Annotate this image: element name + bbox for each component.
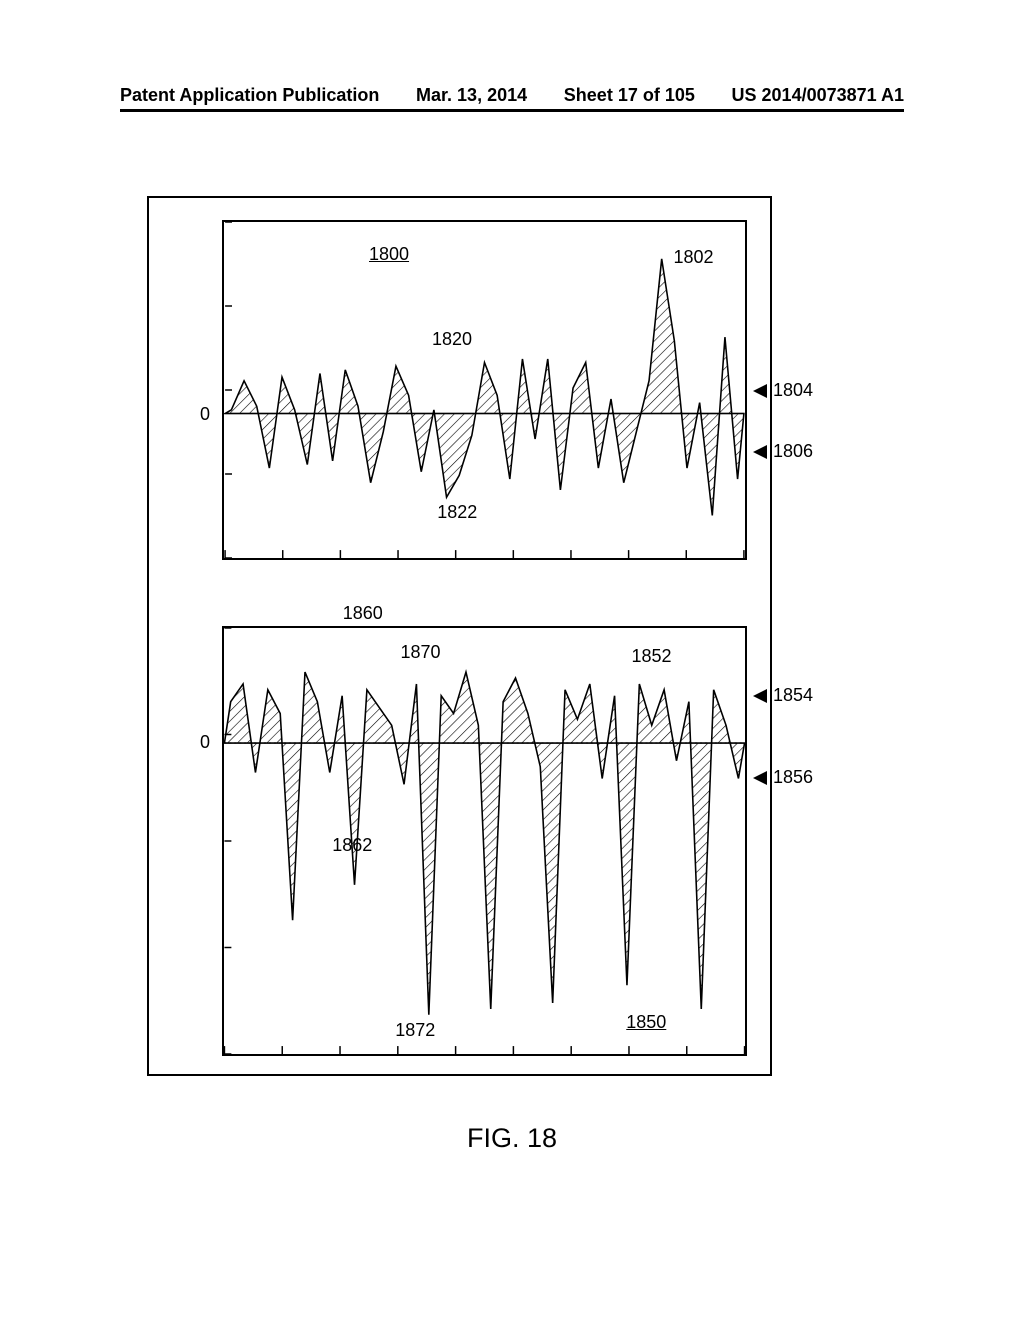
waveform-plot [224, 222, 745, 558]
waveform-fill [224, 672, 744, 1015]
reference-numeral-1872: 1872 [395, 1020, 435, 1041]
reference-numeral-1862: 1862 [332, 835, 372, 856]
publication-date: Mar. 13, 2014 [416, 85, 527, 106]
panel-1850 [222, 626, 747, 1056]
axis-label-zero-bottom: 0 [200, 732, 210, 753]
axis-label-zero-top: 0 [200, 404, 210, 425]
leader-arrow-icon [753, 771, 767, 785]
reference-numeral-1802: 1802 [674, 247, 714, 268]
reference-numeral-1822: 1822 [437, 502, 477, 523]
waveform-fill [225, 259, 744, 516]
page: Patent Application Publication Mar. 13, … [0, 0, 1024, 1320]
waveform-plot [224, 628, 745, 1054]
sheet-info: Sheet 17 of 105 [564, 85, 695, 106]
reference-numeral-1820: 1820 [432, 329, 472, 350]
leader-arrow-icon [753, 384, 767, 398]
reference-numeral-1800: 1800 [369, 244, 409, 265]
figure-outer-frame: 0 0 180218041806182018221800185218541856… [147, 196, 772, 1076]
figure-caption: FIG. 18 [0, 1123, 1024, 1154]
page-header: Patent Application Publication Mar. 13, … [0, 85, 1024, 112]
publication-number: US 2014/0073871 A1 [732, 85, 904, 106]
leader-arrow-icon [753, 445, 767, 459]
reference-numeral-1854: 1854 [773, 685, 813, 706]
reference-numeral-1852: 1852 [632, 646, 672, 667]
reference-numeral-1804: 1804 [773, 380, 813, 401]
header-row: Patent Application Publication Mar. 13, … [120, 85, 904, 112]
publication-type: Patent Application Publication [120, 85, 379, 106]
reference-numeral-1856: 1856 [773, 767, 813, 788]
panel-1800 [222, 220, 747, 560]
reference-numeral-1850: 1850 [626, 1012, 666, 1033]
reference-numeral-1860: 1860 [343, 603, 383, 624]
leader-arrow-icon [753, 689, 767, 703]
reference-numeral-1806: 1806 [773, 441, 813, 462]
reference-numeral-1870: 1870 [401, 642, 441, 663]
